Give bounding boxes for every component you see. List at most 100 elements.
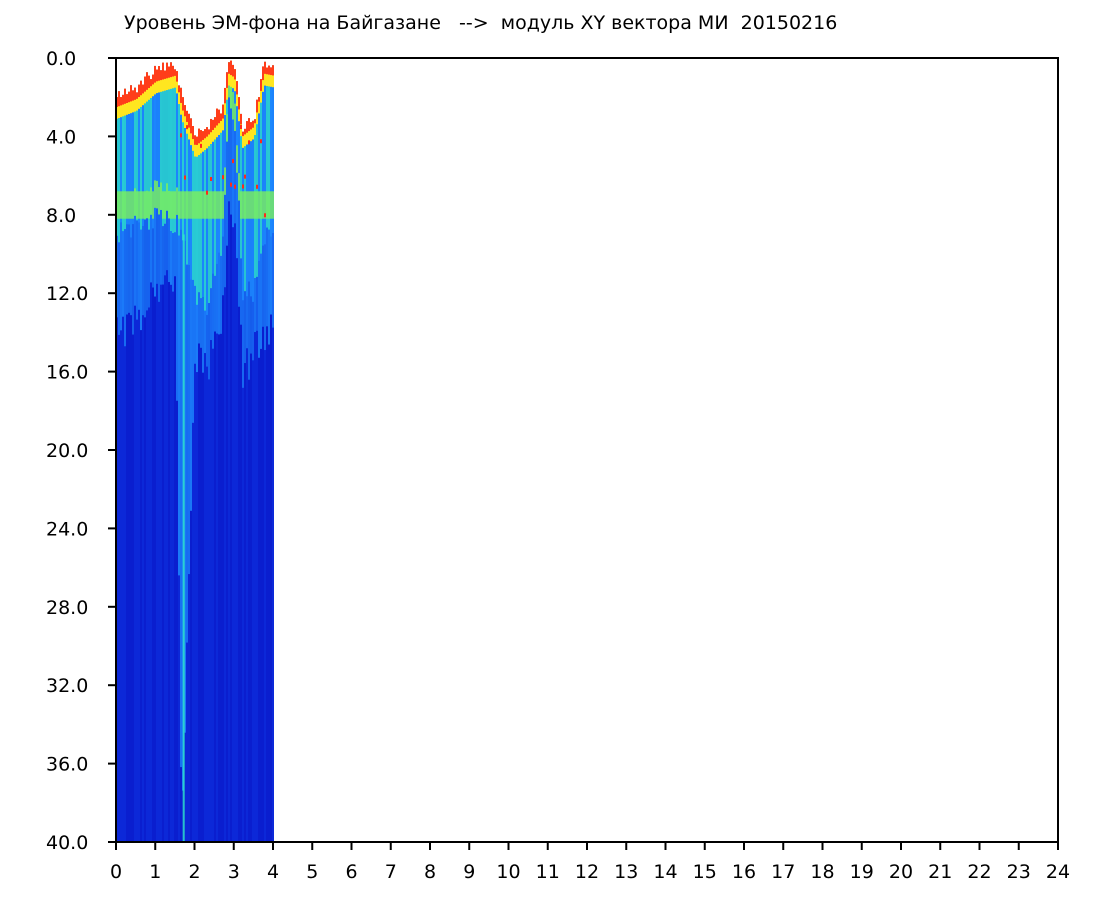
heatmap-cell <box>164 191 166 219</box>
heatmap-column <box>164 70 166 842</box>
heatmap-cell <box>128 91 130 103</box>
chart-title: Уровень ЭМ-фона на Байгазане --> модуль … <box>124 12 837 34</box>
heatmap-cell <box>226 84 228 142</box>
heatmap-cell <box>194 135 196 157</box>
heatmap-cell <box>240 124 242 129</box>
heatmap-cell <box>188 113 190 575</box>
y-tick-label: 4.0 <box>46 126 76 148</box>
heatmap-cell <box>196 136 198 157</box>
heatmap-cell <box>258 191 260 219</box>
heatmap-base <box>152 74 154 843</box>
heatmap-cell <box>190 191 192 219</box>
heatmap-cell <box>200 141 202 299</box>
heatmap-cell <box>172 65 174 77</box>
heatmap-cell <box>240 113 242 125</box>
heatmap-base <box>244 128 246 842</box>
heatmap-cell <box>206 190 208 195</box>
heatmap-base <box>196 136 198 842</box>
heatmap-column <box>148 75 150 843</box>
heatmap-column <box>134 87 136 842</box>
heatmap-column <box>158 66 160 842</box>
heatmap-cell <box>168 78 170 219</box>
heatmap-cell <box>268 65 270 75</box>
heatmap-cell <box>182 191 184 219</box>
heatmap-base <box>162 62 164 842</box>
heatmap-base <box>160 70 162 842</box>
heatmap-cell <box>126 191 128 219</box>
heatmap-cell <box>142 96 144 226</box>
heatmap-column <box>196 136 198 842</box>
heatmap-cell <box>158 77 160 215</box>
heatmap-cell <box>132 191 134 219</box>
heatmap-cell <box>184 105 186 128</box>
heatmap-base <box>146 72 148 843</box>
heatmap-column <box>118 91 120 842</box>
heatmap-cell <box>126 105 128 225</box>
heatmap-cell <box>170 74 172 232</box>
heatmap-base <box>214 117 216 842</box>
heatmap-cell <box>244 174 246 179</box>
heatmap-column <box>212 119 214 843</box>
heatmap-cell <box>120 97 122 118</box>
heatmap-cell <box>268 191 270 219</box>
heatmap-base <box>192 126 194 842</box>
heatmap-cell <box>140 80 142 96</box>
heatmap-cell <box>158 66 160 81</box>
heatmap-column <box>168 66 170 842</box>
x-tick-label: 1 <box>149 861 161 883</box>
heatmap-cell <box>126 94 128 104</box>
heatmap-cell <box>144 88 146 220</box>
heatmap-cell <box>208 129 210 147</box>
heatmap-cell <box>182 97 184 111</box>
x-tick-label: 17 <box>771 861 795 883</box>
heatmap-base <box>200 130 202 842</box>
heatmap-cell <box>216 191 218 219</box>
heatmap-base <box>248 118 250 842</box>
x-tick-label: 13 <box>614 861 638 883</box>
heatmap-column <box>262 66 264 843</box>
heatmap-cell <box>118 191 120 219</box>
heatmap-cell <box>268 65 270 87</box>
x-tick-label: 19 <box>850 861 874 883</box>
heatmap-cell <box>216 108 218 126</box>
heatmap-base <box>234 69 236 842</box>
heatmap-column <box>180 87 182 842</box>
heatmap-cell <box>150 187 152 215</box>
x-tick-label: 20 <box>889 861 913 883</box>
heatmap-cell <box>142 84 144 94</box>
heatmap-cell <box>232 64 234 89</box>
heatmap-cell <box>272 65 274 88</box>
heatmap-base <box>128 91 130 842</box>
heatmap-cell <box>246 121 248 145</box>
heatmap-cell <box>180 99 182 230</box>
heatmap-column <box>160 70 162 842</box>
x-tick-label: 9 <box>463 861 475 883</box>
x-tick-label: 6 <box>345 861 357 883</box>
heatmap-base <box>272 65 274 842</box>
heatmap-cell <box>266 191 268 219</box>
heatmap-cell <box>134 99 136 216</box>
heatmap-base <box>136 92 138 842</box>
heatmap-cell <box>202 131 204 152</box>
heatmap-cell <box>172 191 174 219</box>
heatmap-cell <box>192 191 194 219</box>
x-tick-label: 11 <box>536 861 560 883</box>
heatmap-cell <box>232 159 234 164</box>
heatmap-cell <box>266 67 268 75</box>
heatmap-cell <box>118 91 120 107</box>
heatmap-cell <box>142 84 144 106</box>
heatmap-column <box>122 94 124 842</box>
heatmap-cell <box>182 108 184 241</box>
heatmap-cell <box>220 125 222 256</box>
heatmap-cell <box>268 77 270 230</box>
heatmap-cell <box>212 119 214 130</box>
heatmap-base <box>220 113 222 842</box>
x-tick-label: 16 <box>732 861 756 883</box>
heatmap-cell <box>136 104 138 221</box>
heatmap-cell <box>148 75 150 89</box>
heatmap-column <box>172 65 174 842</box>
heatmap-cell <box>158 187 160 215</box>
heatmap-cell <box>156 69 158 82</box>
heatmap-cell <box>266 79 268 228</box>
heatmap-cell <box>264 191 266 219</box>
